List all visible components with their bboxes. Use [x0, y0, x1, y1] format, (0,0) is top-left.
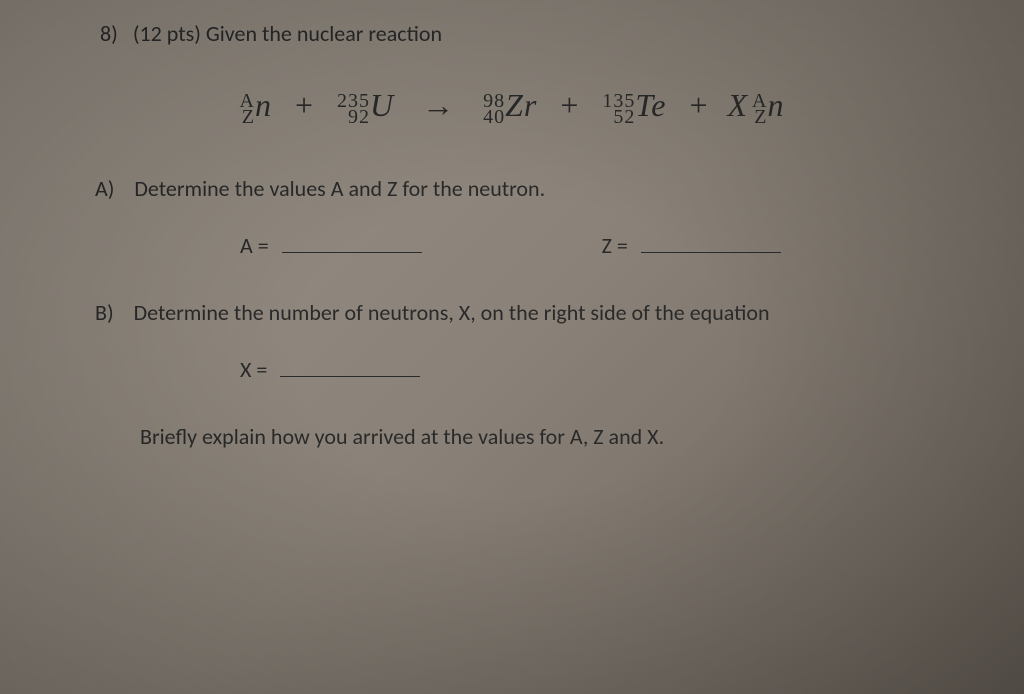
- uranium-symbol: U: [370, 87, 394, 123]
- answer-z-label: Z =: [602, 232, 628, 259]
- tellurium-symbol: Te: [635, 87, 666, 123]
- neutron-left-symbol: n: [255, 87, 272, 123]
- neutron-right-indices: A Z: [752, 93, 767, 125]
- tellurium-atomic: 52: [602, 109, 635, 125]
- part-b-text: Determine the number of neutrons, X, on …: [134, 299, 770, 326]
- part-b: B) Determine the number of neutrons, X, …: [95, 299, 964, 326]
- question-number: 8): [100, 20, 118, 47]
- zirconium-symbol: Zr: [505, 87, 537, 123]
- answer-a-blank[interactable]: [282, 252, 422, 253]
- reaction-arrow: →: [422, 87, 455, 124]
- neutron-right-atomic: Z: [752, 109, 767, 125]
- uranium-atomic: 92: [337, 109, 370, 125]
- plus-1: +: [295, 87, 314, 123]
- explain-prompt: Briefly explain how you arrived at the v…: [140, 423, 964, 450]
- neutron-left-indices: A Z: [239, 93, 254, 125]
- tellurium-indices: 135 52: [602, 93, 635, 125]
- part-b-answer: X =: [240, 356, 964, 383]
- answer-a-label: A =: [240, 232, 269, 259]
- answer-z-field: Z =: [602, 232, 781, 259]
- explain-text: Briefly explain how you arrived at the v…: [140, 423, 664, 450]
- plus-2: +: [560, 87, 579, 123]
- plus-3: +: [689, 87, 708, 123]
- neutron-left-atomic: Z: [239, 109, 254, 125]
- neutron-right: A Z n: [752, 87, 784, 125]
- answer-a-field: A =: [240, 232, 422, 259]
- answer-z-blank[interactable]: [641, 252, 781, 253]
- uranium-indices: 235 92: [337, 93, 370, 125]
- question-header: 8) (12 pts) Given the nuclear reaction: [60, 20, 964, 47]
- uranium: 235 92 U: [337, 87, 394, 125]
- part-a-text: Determine the values A and Z for the neu…: [134, 175, 545, 202]
- part-a: A) Determine the values A and Z for the …: [95, 175, 964, 202]
- part-a-answers: A = Z =: [240, 232, 964, 259]
- part-b-label: B): [95, 299, 114, 326]
- zirconium-indices: 98 40: [483, 93, 505, 125]
- question-prompt: Given the nuclear reaction: [206, 20, 442, 47]
- answer-x-blank[interactable]: [280, 376, 420, 377]
- tellurium: 135 52 Te: [602, 87, 666, 125]
- neutron-right-symbol: n: [768, 87, 785, 123]
- coefficient-x: X: [728, 87, 749, 123]
- nuclear-equation: A Z n + 235 92 U → 98 40 Zr + 135 52 Te …: [60, 87, 964, 125]
- part-a-label: A): [95, 175, 114, 202]
- neutron-left: A Z n: [239, 87, 271, 125]
- zirconium-atomic: 40: [483, 109, 505, 125]
- zirconium: 98 40 Zr: [483, 87, 537, 125]
- question-points: (12 pts): [133, 20, 201, 47]
- answer-x-label: X =: [240, 356, 267, 383]
